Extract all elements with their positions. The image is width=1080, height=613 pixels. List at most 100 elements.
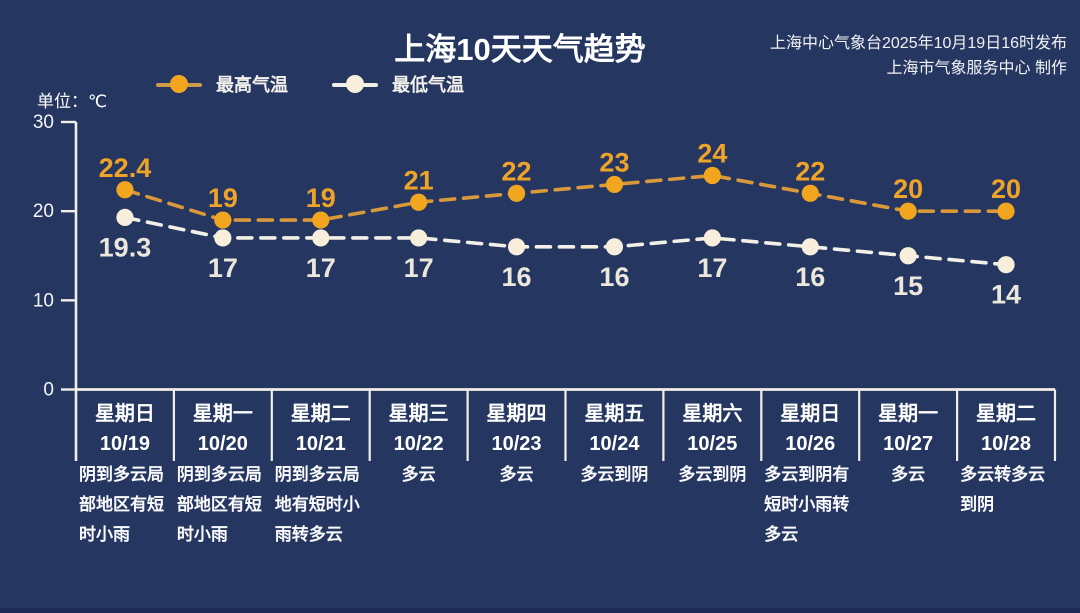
source-info: 上海中心气象台2025年10月19日16时发布 上海市气象服务中心 制作 (770, 31, 1067, 81)
weather-cell: 多云到阴有短时小雨转多云 (764, 460, 856, 550)
low-temp-dot-icon (346, 75, 364, 93)
low-temp-value-label: 15 (893, 271, 923, 301)
low-temp-value-label: 16 (599, 262, 629, 292)
day-date-label: 10/23 (491, 433, 542, 455)
day-cell: 星期日 10/19 (76, 399, 174, 456)
day-date-label: 10/22 (393, 433, 444, 455)
day-cell: 星期一 10/27 (859, 399, 957, 456)
y-tick-label: 10 (33, 290, 54, 311)
weather-cell: 多云 (373, 460, 465, 490)
low-temp-line (123, 215, 1008, 267)
day-name-label: 星期六 (682, 403, 743, 425)
y-tick-label: 0 (43, 380, 54, 401)
high-temp-value-label: 20 (991, 174, 1021, 204)
weather-description: 多云 (401, 465, 436, 484)
day-name-label: 星期二 (976, 403, 1037, 425)
day-name-label: 星期二 (290, 403, 351, 425)
high-temp-point (214, 211, 232, 229)
high-temp-value-label: 22.4 (99, 153, 152, 183)
day-cell: 星期三 10/22 (370, 399, 468, 456)
low-temp-point (507, 238, 526, 256)
source-line-1: 上海中心气象台2025年10月19日16时发布 (770, 35, 1067, 52)
legend-label-low: 最低气温 (392, 75, 464, 95)
low-temp-value-label: 14 (991, 280, 1021, 310)
legend-item-high-temp: 最高气温 (156, 71, 288, 97)
day-date-label: 10/19 (99, 433, 150, 455)
day-name-label: 星期日 (780, 403, 841, 425)
day-cell: 星期五 10/24 (566, 399, 664, 456)
high-temp-point (801, 184, 819, 202)
low-temp-value-label: 17 (208, 253, 238, 283)
high-temp-value-label: 19 (208, 183, 238, 213)
weather-description: 多云到阴 (678, 465, 747, 484)
high-temp-value-label: 21 (404, 165, 434, 195)
day-name-label: 星期一 (878, 403, 939, 425)
high-temp-point (605, 175, 624, 194)
high-temp-series: 22.4 19 19 21 22 23 24 22 20 20 (99, 139, 1021, 229)
low-temp-value-label: 16 (502, 262, 532, 292)
weather-description: 多云到阴 (580, 465, 649, 484)
weather-description: 多云 (499, 465, 534, 484)
high-temp-marker-icon (156, 74, 202, 94)
day-name-label: 星期四 (486, 403, 547, 425)
high-temp-value-label: 23 (599, 147, 629, 177)
high-temp-point (507, 184, 526, 202)
high-temp-point (116, 181, 134, 199)
high-temp-point (997, 202, 1015, 220)
day-date-label: 10/28 (981, 433, 1032, 455)
low-temp-value-label: 17 (404, 253, 434, 283)
day-name-label: 星期一 (192, 403, 253, 425)
weather-cell: 阴到多云局部地区有短时小雨 (79, 460, 171, 550)
low-temp-point (214, 229, 232, 247)
chart-legend: 最高气温 最低气温 (156, 71, 464, 97)
weather-cell: 多云 (471, 460, 563, 490)
low-temp-point (801, 238, 819, 256)
day-cell: 星期四 10/23 (468, 399, 566, 456)
high-temp-value-label: 20 (893, 174, 923, 204)
high-temp-value-label: 22 (795, 156, 825, 186)
legend-label-high: 最高气温 (216, 75, 288, 95)
high-temp-point (703, 166, 721, 185)
high-temp-value-label: 22 (502, 156, 532, 186)
source-line-2: 上海市气象服务中心 制作 (886, 60, 1067, 77)
weather-cell: 阴到多云局部地区有短时小雨 (177, 460, 269, 550)
day-cell: 星期二 10/28 (957, 399, 1055, 456)
low-temp-point (703, 229, 721, 247)
weather-description: 多云到阴有短时小雨转多云 (764, 465, 850, 544)
weather-cell: 多云 (862, 460, 954, 490)
legend-item-low-temp: 最低气温 (332, 71, 464, 97)
day-name-label: 星期三 (388, 403, 449, 425)
weather-cell: 多云转多云到阴 (960, 460, 1052, 520)
low-temp-point (899, 247, 917, 265)
day-date-label: 10/26 (785, 433, 836, 455)
weather-cell: 多云到阴 (569, 460, 661, 490)
low-temp-marker-icon (332, 74, 378, 94)
y-tick-label: 30 (33, 112, 54, 133)
low-temp-point (997, 256, 1015, 274)
weather-description: 阴到多云局地有短时小雨转多云 (274, 465, 360, 544)
high-temp-point (899, 202, 917, 220)
day-date-label: 10/25 (687, 433, 738, 455)
axes: 0 10 20 30 (33, 112, 1057, 461)
day-date-label: 10/24 (589, 433, 640, 455)
day-cell: 星期二 10/21 (272, 399, 370, 456)
day-cell: 星期六 10/25 (663, 399, 761, 456)
low-temp-series: 19.3 17 17 17 16 16 17 16 15 14 (99, 208, 1021, 310)
day-date-label: 10/27 (883, 433, 934, 455)
low-temp-value-label: 16 (795, 262, 825, 292)
bottom-edge-strip (0, 608, 1080, 613)
weather-cell: 多云到阴 (666, 460, 758, 490)
day-cell: 星期一 10/20 (174, 399, 272, 456)
low-temp-point (116, 208, 134, 227)
high-temp-dot-icon (170, 75, 188, 93)
weather-description: 多云 (891, 465, 926, 484)
day-date-label: 10/20 (197, 433, 248, 455)
y-tick-label: 20 (33, 201, 54, 222)
page-title: 上海10天天气趋势 (394, 32, 646, 67)
day-cell: 星期日 10/26 (761, 399, 859, 456)
day-name-label: 星期五 (584, 403, 645, 425)
high-temp-point (312, 211, 330, 229)
low-temp-point (605, 238, 624, 256)
